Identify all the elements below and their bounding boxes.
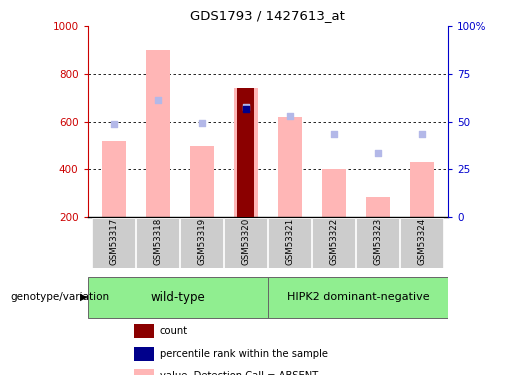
Bar bbox=[180, 217, 223, 268]
Bar bbox=[268, 217, 311, 268]
Text: GSM53319: GSM53319 bbox=[197, 218, 207, 266]
Bar bbox=[400, 217, 443, 268]
Bar bbox=[409, 162, 434, 217]
Point bbox=[373, 150, 382, 156]
Point bbox=[198, 120, 206, 126]
Bar bbox=[356, 217, 399, 268]
Bar bbox=[134, 324, 154, 338]
Bar bbox=[136, 217, 179, 268]
Text: count: count bbox=[160, 326, 188, 336]
Point bbox=[286, 113, 294, 119]
Bar bbox=[92, 217, 135, 268]
Text: wild-type: wild-type bbox=[150, 291, 205, 304]
Bar bbox=[190, 146, 214, 217]
Text: GDS1793 / 1427613_at: GDS1793 / 1427613_at bbox=[191, 9, 345, 22]
Point bbox=[330, 130, 338, 136]
Text: GSM53323: GSM53323 bbox=[373, 218, 382, 266]
Text: ▶: ▶ bbox=[80, 292, 88, 302]
Point bbox=[242, 105, 250, 111]
Bar bbox=[234, 88, 258, 217]
Bar bbox=[312, 217, 355, 268]
Text: GSM53320: GSM53320 bbox=[242, 218, 250, 266]
Text: GSM53321: GSM53321 bbox=[285, 218, 294, 266]
Bar bbox=[134, 369, 154, 375]
Text: GSM53317: GSM53317 bbox=[109, 218, 118, 266]
Text: GSM53318: GSM53318 bbox=[153, 218, 162, 266]
Bar bbox=[224, 217, 267, 268]
Bar bbox=[278, 117, 302, 217]
Text: percentile rank within the sample: percentile rank within the sample bbox=[160, 349, 328, 359]
Bar bbox=[268, 277, 448, 318]
Text: value, Detection Call = ABSENT: value, Detection Call = ABSENT bbox=[160, 371, 318, 375]
Text: GSM53322: GSM53322 bbox=[329, 218, 338, 266]
Bar bbox=[366, 197, 390, 217]
Text: HIPK2 dominant-negative: HIPK2 dominant-negative bbox=[287, 292, 429, 302]
Bar bbox=[237, 88, 254, 217]
Point bbox=[418, 130, 426, 136]
Point bbox=[110, 121, 118, 127]
Point bbox=[154, 97, 162, 103]
Text: GSM53324: GSM53324 bbox=[417, 218, 426, 266]
Bar bbox=[102, 141, 126, 217]
Bar bbox=[146, 50, 170, 217]
Bar bbox=[134, 346, 154, 361]
Text: genotype/variation: genotype/variation bbox=[10, 292, 109, 302]
Point bbox=[242, 104, 250, 110]
Bar bbox=[88, 277, 268, 318]
Bar bbox=[322, 170, 346, 217]
